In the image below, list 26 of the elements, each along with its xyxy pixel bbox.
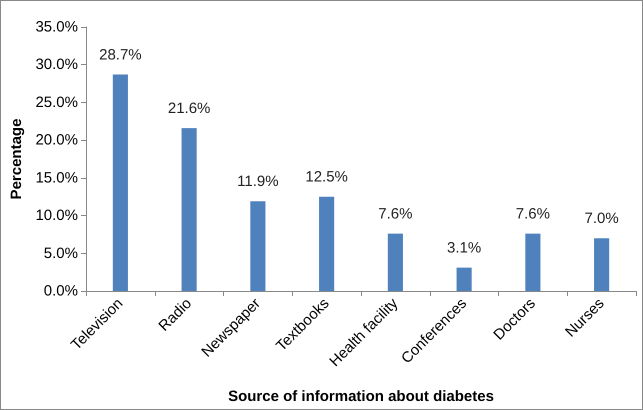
y-axis-title: Percentage bbox=[8, 118, 25, 200]
data-label: 7.6% bbox=[378, 206, 412, 223]
data-label: 3.1% bbox=[447, 240, 482, 257]
y-tick-label: 15.0% bbox=[35, 169, 78, 186]
data-label: 7.6% bbox=[516, 206, 550, 223]
bar bbox=[112, 74, 128, 291]
bar bbox=[319, 196, 334, 291]
y-tick-label: 30.0% bbox=[35, 56, 78, 74]
bar bbox=[182, 128, 197, 291]
y-tick-label: 0.0% bbox=[44, 282, 78, 300]
bar bbox=[388, 234, 403, 291]
y-tick-label: 25.0% bbox=[35, 94, 78, 111]
y-tick-label: 35.0% bbox=[35, 18, 78, 36]
bar bbox=[250, 201, 266, 291]
data-label: 12.5% bbox=[305, 168, 348, 186]
y-tick-label: 5.0% bbox=[44, 244, 78, 262]
bar bbox=[456, 268, 472, 291]
bar bbox=[594, 238, 610, 291]
bar bbox=[525, 234, 540, 291]
y-tick-label: 20.0% bbox=[35, 132, 78, 149]
data-label: 11.9% bbox=[237, 173, 279, 190]
x-axis-title: Source of information about diabetes bbox=[228, 388, 494, 405]
data-label: 7.0% bbox=[584, 210, 619, 228]
y-tick-label: 10.0% bbox=[35, 207, 78, 224]
data-label: 21.6% bbox=[168, 100, 210, 118]
data-label: 28.7% bbox=[99, 46, 142, 64]
